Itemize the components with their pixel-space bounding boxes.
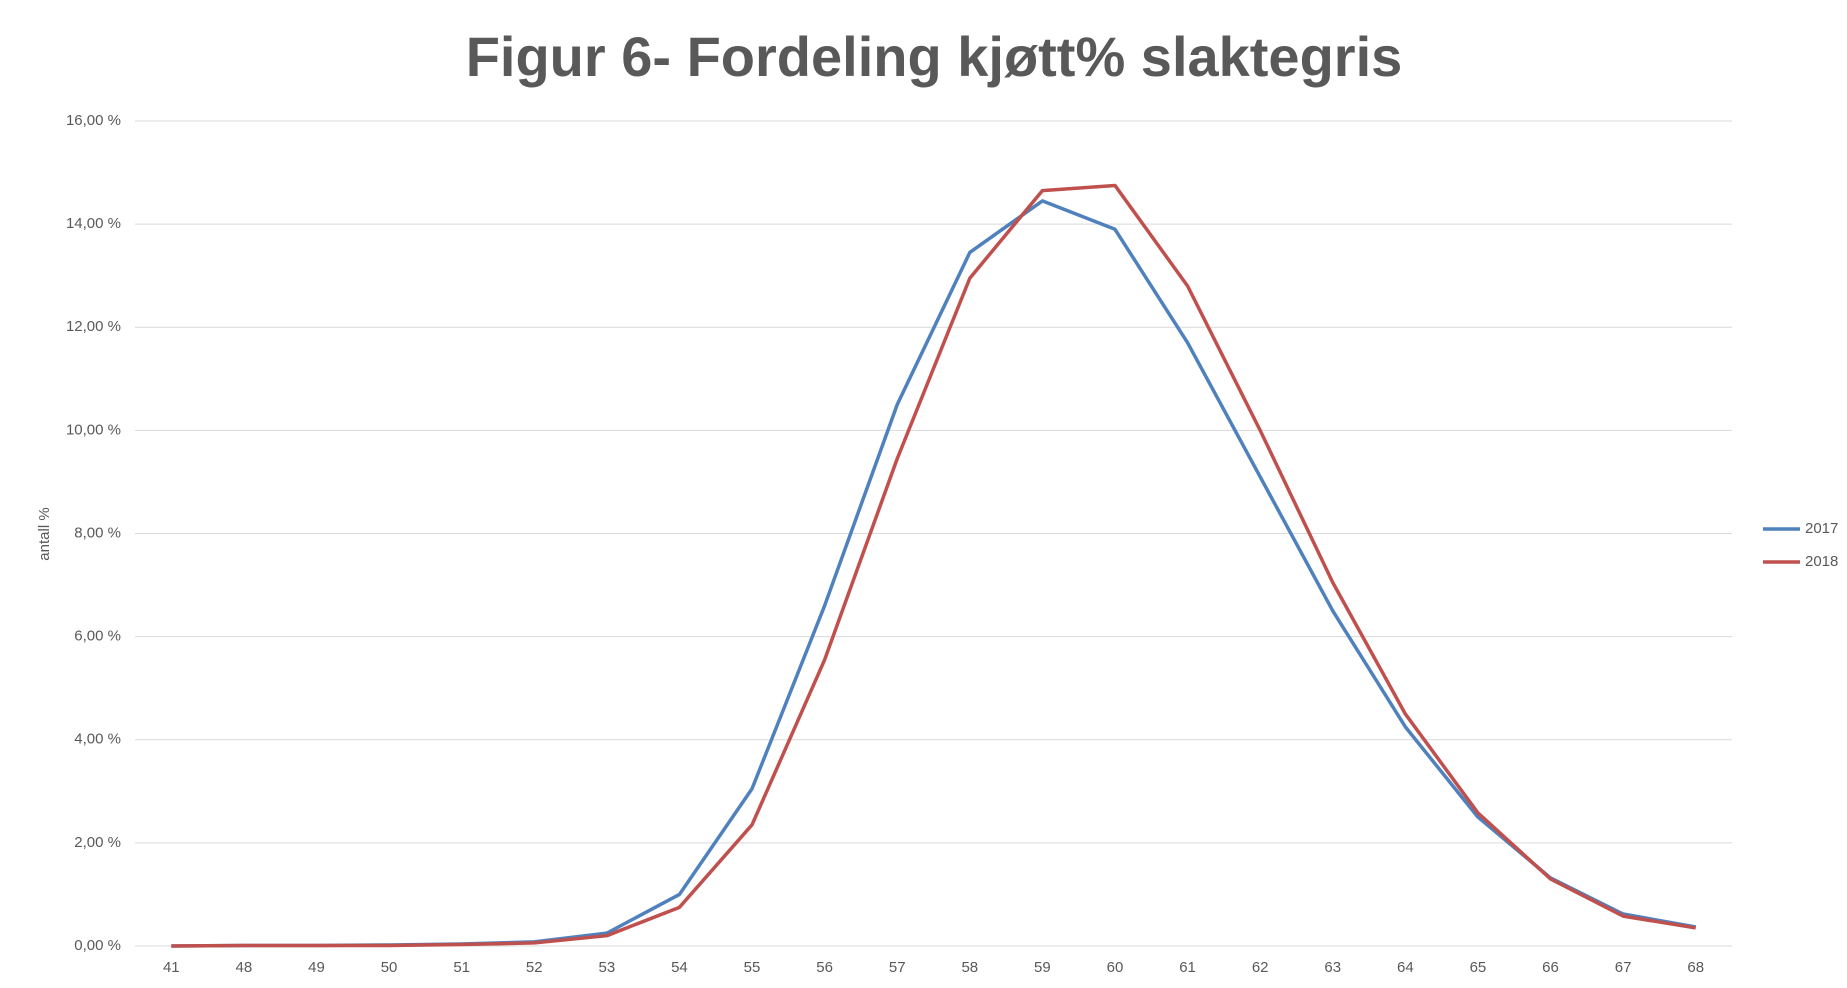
x-tick-label: 54 (671, 959, 688, 976)
legend-label: 2017 (1805, 520, 1838, 537)
y-tick-label: 6,00 % (74, 628, 121, 645)
x-tick-label: 50 (381, 959, 398, 976)
x-tick-label: 58 (961, 959, 978, 976)
x-tick-label: 62 (1252, 959, 1269, 976)
y-tick-label: 0,00 % (74, 937, 121, 954)
y-tick-label: 2,00 % (74, 834, 121, 851)
x-tick-label: 66 (1542, 959, 1559, 976)
chart-title: Figur 6- Fordeling kjøtt% slaktegris (466, 25, 1403, 88)
y-tick-label: 10,00 % (66, 421, 121, 438)
x-tick-label: 64 (1397, 959, 1414, 976)
legend-label: 2018 (1805, 553, 1838, 570)
x-tick-label: 48 (236, 959, 253, 976)
series-line (171, 199, 1697, 948)
x-tick-label: 67 (1615, 959, 1632, 976)
x-tick-label: 63 (1324, 959, 1341, 976)
x-tick-label: 60 (1107, 959, 1124, 976)
x-tick-label: 68 (1687, 959, 1704, 976)
y-tick-label: 12,00 % (66, 318, 121, 335)
x-tick-label: 49 (308, 959, 325, 976)
x-tick-label: 51 (453, 959, 470, 976)
x-tick-label: 61 (1179, 959, 1196, 976)
series-line (171, 183, 1696, 948)
x-tick-label: 65 (1470, 959, 1487, 976)
x-tick-label: 52 (526, 959, 543, 976)
y-tick-label: 16,00 % (66, 112, 121, 129)
x-tick-label: 53 (598, 959, 615, 976)
y-tick-label: 8,00 % (74, 524, 121, 541)
y-axis-label: antall % (36, 507, 53, 560)
y-tick-label: 14,00 % (66, 215, 121, 232)
y-tick-label: 4,00 % (74, 731, 121, 748)
x-tick-label: 57 (889, 959, 906, 976)
x-tick-label: 56 (816, 959, 833, 976)
x-tick-label: 55 (744, 959, 761, 976)
x-tick-label: 41 (163, 959, 180, 976)
x-tick-label: 59 (1034, 959, 1051, 976)
